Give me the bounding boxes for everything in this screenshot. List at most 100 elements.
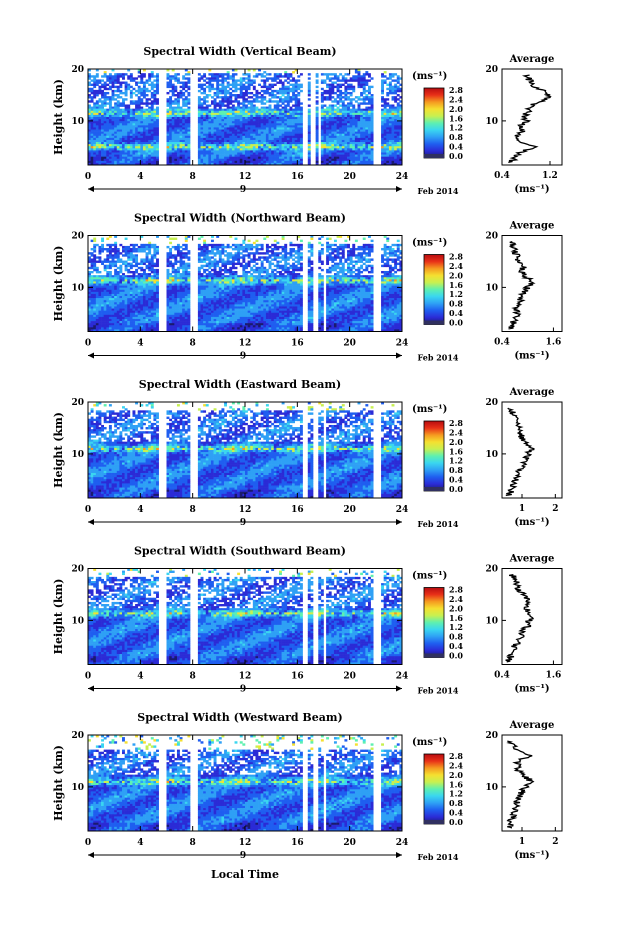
colorbar-tick-label: 1.6 <box>449 613 463 623</box>
day-arrow-right <box>396 852 402 858</box>
average-x-tick-label: 1.6 <box>546 338 562 348</box>
average-x-label: (ms⁻¹) <box>514 184 549 195</box>
colorbar-tick-label: 2.8 <box>449 252 463 262</box>
panel-title: Spectral Width (Westward Beam) <box>137 711 342 724</box>
x-tick-label: 4 <box>137 672 143 682</box>
x-tick-label: 8 <box>190 672 196 682</box>
colorbar-zero <box>424 653 444 658</box>
day-arrow-left <box>88 519 94 525</box>
panel-3: Spectral Width (Eastward Beam)0 4 8 12 16 20 2… <box>52 378 563 529</box>
day-arrow-left <box>88 186 94 192</box>
x-tick-label: 4 <box>137 339 143 349</box>
panel-5: Spectral Width (Westward Beam)0 4 8 12 16 20 2… <box>52 711 563 862</box>
colorbar-tick-label: 2.8 <box>449 85 463 95</box>
day-arrow-right <box>396 186 402 192</box>
colorbar-tick-label: 2.8 <box>449 418 463 428</box>
average-title: Average <box>509 221 555 232</box>
colorbar-tick-label: 1.6 <box>449 113 463 123</box>
colorbar-tick-label: 1.2 <box>449 123 463 133</box>
y-axis-label: Height (km) <box>52 745 65 821</box>
colorbar-tick-label: 0.0 <box>449 651 463 661</box>
heatmap <box>88 568 403 665</box>
average-x-tick-label: 1 <box>519 837 525 847</box>
average-profile-line <box>505 573 535 663</box>
average-frame <box>501 235 563 332</box>
colorbar-tick-label: 0.4 <box>449 641 463 651</box>
average-y-tick-label: 20 <box>485 232 498 242</box>
colorbar <box>423 587 445 658</box>
colorbar-tick-label: 2.0 <box>449 437 463 447</box>
colorbar-tick-label: 2.4 <box>449 760 463 770</box>
x-tick-label: 0 <box>85 838 91 848</box>
day-arrow-left <box>88 352 94 359</box>
average-frame <box>501 401 563 499</box>
colorbar-tick-label: 0.8 <box>449 132 463 142</box>
colorbar-tick-label: 2.4 <box>449 261 463 271</box>
average-y-tick-label: 10 <box>485 783 498 793</box>
average-frame <box>501 568 563 665</box>
panel-title: Spectral Width (Eastward Beam) <box>139 378 341 391</box>
average-x-tick-label: 2 <box>552 837 558 847</box>
x-tick-label: 8 <box>190 838 196 848</box>
colorbar-zero <box>424 820 444 824</box>
average-title: Average <box>509 720 555 731</box>
colorbar <box>423 753 445 825</box>
x-tick-label: 20 <box>343 838 356 848</box>
colorbar-tick-label: 0.4 <box>449 808 463 818</box>
colorbar-tick-label: 2.0 <box>449 104 463 114</box>
panel-1: Spectral Width (Vertical Beam) 0 4 8 12 16 20 2… <box>52 45 563 196</box>
x-tick-label: 24 <box>396 672 409 682</box>
x-tick-label: 8 <box>190 339 196 349</box>
y-tick-label: 10 <box>71 117 84 127</box>
x-tick-label: 20 <box>343 172 356 182</box>
average-y-tick-label: 20 <box>485 398 498 408</box>
x-tick-label: 24 <box>396 172 409 182</box>
average-frame <box>501 734 563 832</box>
x-tick-label: 0 <box>85 172 91 182</box>
average-x-tick-label: 0.4 <box>494 671 510 681</box>
average-x-label: (ms⁻¹) <box>514 684 549 695</box>
colorbar <box>423 420 445 492</box>
y-tick-label: 20 <box>71 731 84 741</box>
colorbar-tick-label: 2.0 <box>449 770 463 780</box>
average-x-tick-label: 1.2 <box>542 171 558 181</box>
x-tick-label: 12 <box>239 838 252 848</box>
colorbar-tick-label: 0.0 <box>449 151 463 161</box>
x-tick-label: 12 <box>239 339 252 349</box>
average-y-tick-label: 10 <box>485 117 498 127</box>
average-x-tick-label: 1.6 <box>546 671 562 681</box>
average-x-label: (ms⁻¹) <box>514 351 549 362</box>
average-title: Average <box>509 54 555 65</box>
y-tick-label: 10 <box>71 616 84 626</box>
average-x-tick-label: 2 <box>552 504 558 514</box>
y-tick-label: 10 <box>71 783 84 793</box>
average-y-tick-label: 20 <box>485 65 498 75</box>
x-tick-label: 20 <box>343 672 356 682</box>
x-tick-label: 8 <box>190 172 196 182</box>
x-axis-label: Local Time <box>211 868 279 881</box>
colorbar-tick-label: 2.4 <box>449 427 463 437</box>
colorbar-unit: (ms⁻¹) <box>412 238 447 249</box>
x-tick-label: 0 <box>85 339 91 349</box>
average-y-tick-label: 20 <box>485 565 498 575</box>
colorbar-tick-label: 1.2 <box>449 456 463 466</box>
x-tick-label: 0 <box>85 672 91 682</box>
x-tick-label: 16 <box>291 505 304 515</box>
x-tick-label: 12 <box>239 672 252 682</box>
date-label: Feb 2014 <box>418 852 459 862</box>
colorbar-tick-label: 0.8 <box>449 798 463 808</box>
colorbar-unit: (ms⁻¹) <box>412 571 447 582</box>
colorbar-tick-label: 2.4 <box>449 94 463 104</box>
colorbar-tick-label: 0.8 <box>449 632 463 642</box>
x-tick-label: 20 <box>343 505 356 515</box>
day-arrow-right <box>396 352 402 359</box>
date-label: Feb 2014 <box>418 686 459 696</box>
panel-4: Spectral Width (Southward Beam) 0 4 8 12 16 20… <box>52 545 563 696</box>
average-y-tick-label: 10 <box>485 283 498 293</box>
y-tick-label: 20 <box>71 65 84 75</box>
heatmap <box>88 235 403 332</box>
y-axis-label: Height (km) <box>52 246 65 322</box>
colorbar <box>423 254 445 325</box>
average-profile-line <box>505 407 535 497</box>
colorbar-tick-label: 0.4 <box>449 308 463 318</box>
